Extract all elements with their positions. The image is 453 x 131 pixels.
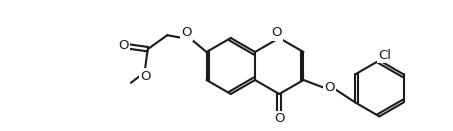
Text: O: O [274,113,284,125]
Text: O: O [271,26,281,40]
Text: O: O [325,81,335,94]
Text: O: O [140,70,151,83]
Text: O: O [118,39,128,52]
Text: O: O [182,26,192,40]
Text: Cl: Cl [378,49,391,62]
